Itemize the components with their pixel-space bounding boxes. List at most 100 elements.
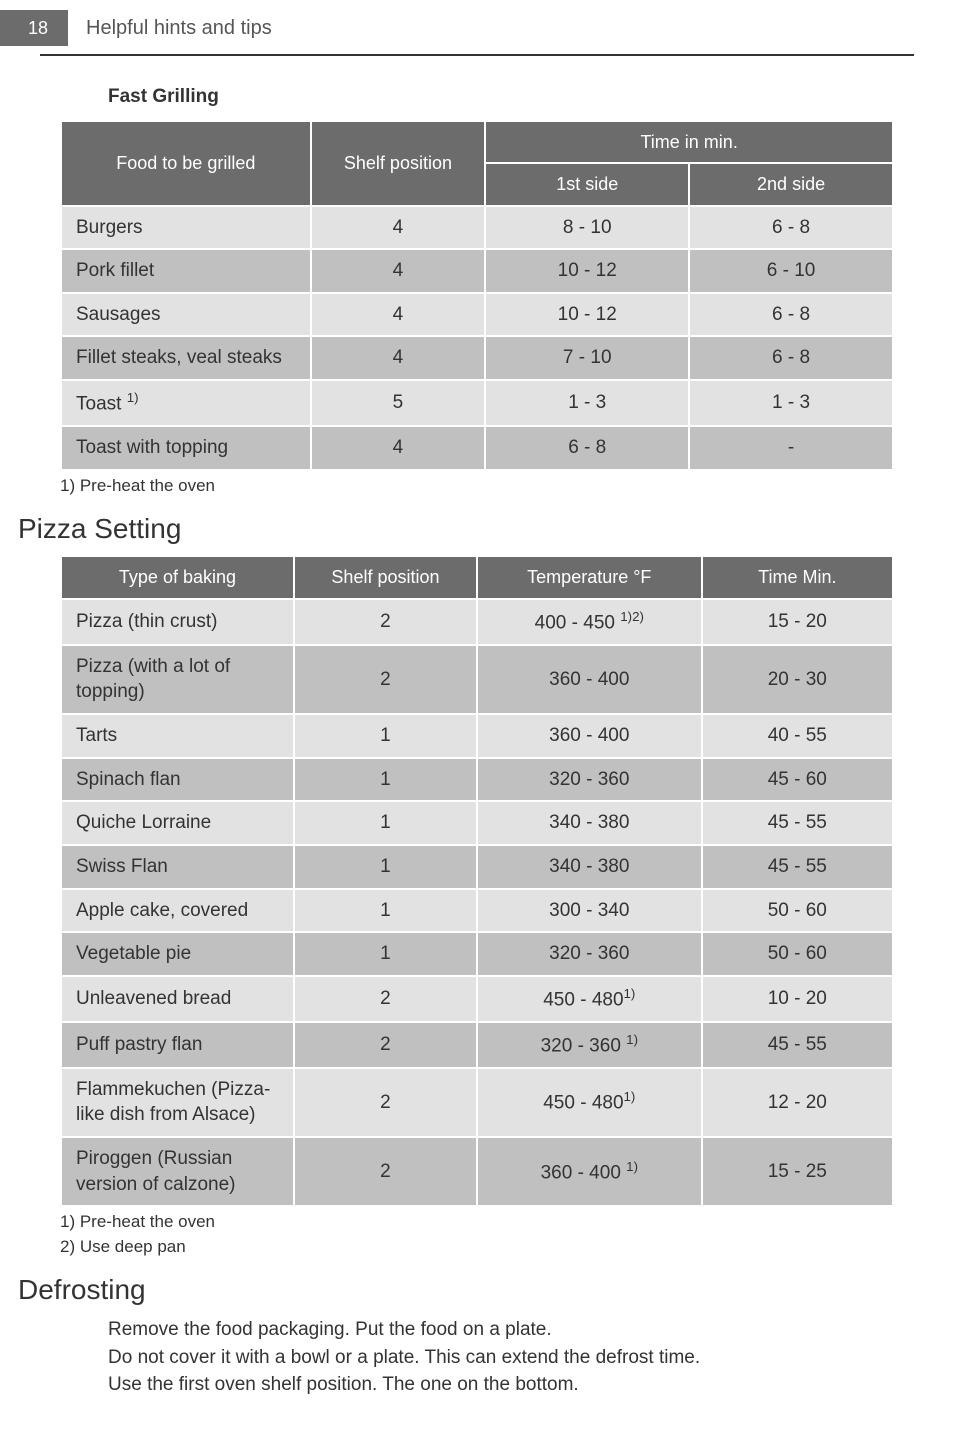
cell-side2: 6 - 8	[689, 293, 893, 337]
pizza-footnote-2: 2) Use deep pan	[60, 1236, 894, 1259]
table-row: Piroggen (Russian version of calzone)236…	[61, 1137, 893, 1206]
cell-side1: 7 - 10	[485, 336, 689, 380]
col-time: Time Min.	[702, 556, 893, 598]
table-row: Quiche Lorraine1340 - 38045 - 55	[61, 801, 893, 845]
cell-side1: 8 - 10	[485, 206, 689, 250]
cell-temp: 450 - 4801)	[477, 1068, 702, 1137]
cell-time: 15 - 25	[702, 1137, 893, 1206]
table-row: Pizza (thin crust)2400 - 450 1)2)15 - 20	[61, 599, 893, 645]
table-row: Vegetable pie1320 - 36050 - 60	[61, 932, 893, 976]
cell-side1: 10 - 12	[485, 249, 689, 293]
cell-temp: 360 - 400 1)	[477, 1137, 702, 1206]
cell-type: Vegetable pie	[61, 932, 294, 976]
table-row: Spinach flan1320 - 36045 - 60	[61, 758, 893, 802]
cell-time: 15 - 20	[702, 599, 893, 645]
cell-food: Sausages	[61, 293, 311, 337]
cell-shelf: 2	[294, 1068, 477, 1137]
cell-side1: 1 - 3	[485, 380, 689, 426]
cell-time: 12 - 20	[702, 1068, 893, 1137]
cell-shelf: 4	[311, 249, 486, 293]
cell-time: 20 - 30	[702, 645, 893, 714]
defrosting-heading: Defrosting	[18, 1271, 894, 1309]
cell-type: Tarts	[61, 714, 294, 758]
page-number: 18	[0, 10, 68, 46]
cell-side1: 10 - 12	[485, 293, 689, 337]
cell-type: Swiss Flan	[61, 845, 294, 889]
cell-shelf: 2	[294, 1137, 477, 1206]
col-time-group: Time in min.	[485, 121, 893, 163]
cell-shelf: 2	[294, 599, 477, 645]
cell-type: Puff pastry flan	[61, 1022, 294, 1068]
cell-temp: 360 - 400	[477, 645, 702, 714]
cell-type: Pizza (thin crust)	[61, 599, 294, 645]
cell-time: 45 - 55	[702, 845, 893, 889]
cell-side2: 6 - 10	[689, 249, 893, 293]
table-row: Puff pastry flan2320 - 360 1)45 - 55	[61, 1022, 893, 1068]
cell-temp: 400 - 450 1)2)	[477, 599, 702, 645]
cell-food: Burgers	[61, 206, 311, 250]
cell-time: 45 - 60	[702, 758, 893, 802]
cell-temp: 340 - 380	[477, 801, 702, 845]
cell-shelf: 4	[311, 426, 486, 470]
cell-type: Spinach flan	[61, 758, 294, 802]
cell-temp: 320 - 360 1)	[477, 1022, 702, 1068]
cell-food: Toast with topping	[61, 426, 311, 470]
cell-side2: 6 - 8	[689, 336, 893, 380]
col-2nd-side: 2nd side	[689, 163, 893, 205]
cell-shelf: 2	[294, 645, 477, 714]
cell-shelf: 1	[294, 758, 477, 802]
fast-grilling-footnote: 1) Pre-heat the oven	[60, 475, 894, 498]
cell-temp: 340 - 380	[477, 845, 702, 889]
table-row: Tarts1360 - 40040 - 55	[61, 714, 893, 758]
cell-side2: 6 - 8	[689, 206, 893, 250]
cell-shelf: 1	[294, 845, 477, 889]
fast-grilling-table: Food to be grilled Shelf position Time i…	[60, 120, 894, 471]
table-row: Fillet steaks, veal steaks47 - 106 - 8	[61, 336, 893, 380]
table-row: Toast 1)51 - 31 - 3	[61, 380, 893, 426]
cell-time: 40 - 55	[702, 714, 893, 758]
cell-shelf: 4	[311, 206, 486, 250]
cell-side2: 1 - 3	[689, 380, 893, 426]
col-type: Type of baking	[61, 556, 294, 598]
cell-shelf: 1	[294, 932, 477, 976]
cell-temp: 320 - 360	[477, 932, 702, 976]
cell-shelf: 1	[294, 889, 477, 933]
col-temp: Temperature °F	[477, 556, 702, 598]
section-title: Helpful hints and tips	[86, 15, 272, 42]
col-shelf: Shelf position	[294, 556, 477, 598]
pizza-heading: Pizza Setting	[18, 510, 894, 548]
cell-shelf: 4	[311, 336, 486, 380]
cell-time: 10 - 20	[702, 976, 893, 1022]
cell-type: Unleavened bread	[61, 976, 294, 1022]
cell-type: Piroggen (Russian version of calzone)	[61, 1137, 294, 1206]
col-1st-side: 1st side	[485, 163, 689, 205]
defrosting-line-1: Remove the food packaging. Put the food …	[108, 1317, 894, 1343]
table-row: Sausages410 - 126 - 8	[61, 293, 893, 337]
cell-shelf: 5	[311, 380, 486, 426]
cell-food: Toast 1)	[61, 380, 311, 426]
cell-temp: 300 - 340	[477, 889, 702, 933]
cell-time: 45 - 55	[702, 1022, 893, 1068]
cell-type: Apple cake, covered	[61, 889, 294, 933]
cell-shelf: 1	[294, 714, 477, 758]
cell-food: Pork fillet	[61, 249, 311, 293]
cell-side1: 6 - 8	[485, 426, 689, 470]
defrosting-line-3: Use the first oven shelf position. The o…	[108, 1372, 894, 1398]
fast-grilling-heading: Fast Grilling	[108, 84, 894, 110]
cell-type: Flammekuchen (Pizza-like dish from Alsac…	[61, 1068, 294, 1137]
cell-time: 50 - 60	[702, 932, 893, 976]
table-row: Pork fillet410 - 126 - 10	[61, 249, 893, 293]
cell-shelf: 2	[294, 976, 477, 1022]
cell-temp: 450 - 4801)	[477, 976, 702, 1022]
cell-temp: 320 - 360	[477, 758, 702, 802]
page-header: 18 Helpful hints and tips	[40, 0, 914, 56]
cell-type: Quiche Lorraine	[61, 801, 294, 845]
table-row: Apple cake, covered1300 - 34050 - 60	[61, 889, 893, 933]
cell-temp: 360 - 400	[477, 714, 702, 758]
page-content: Fast Grilling Food to be grilled Shelf p…	[0, 84, 954, 1440]
cell-time: 50 - 60	[702, 889, 893, 933]
cell-shelf: 1	[294, 801, 477, 845]
cell-shelf: 2	[294, 1022, 477, 1068]
col-shelf: Shelf position	[311, 121, 486, 206]
pizza-table: Type of baking Shelf position Temperatur…	[60, 555, 894, 1207]
